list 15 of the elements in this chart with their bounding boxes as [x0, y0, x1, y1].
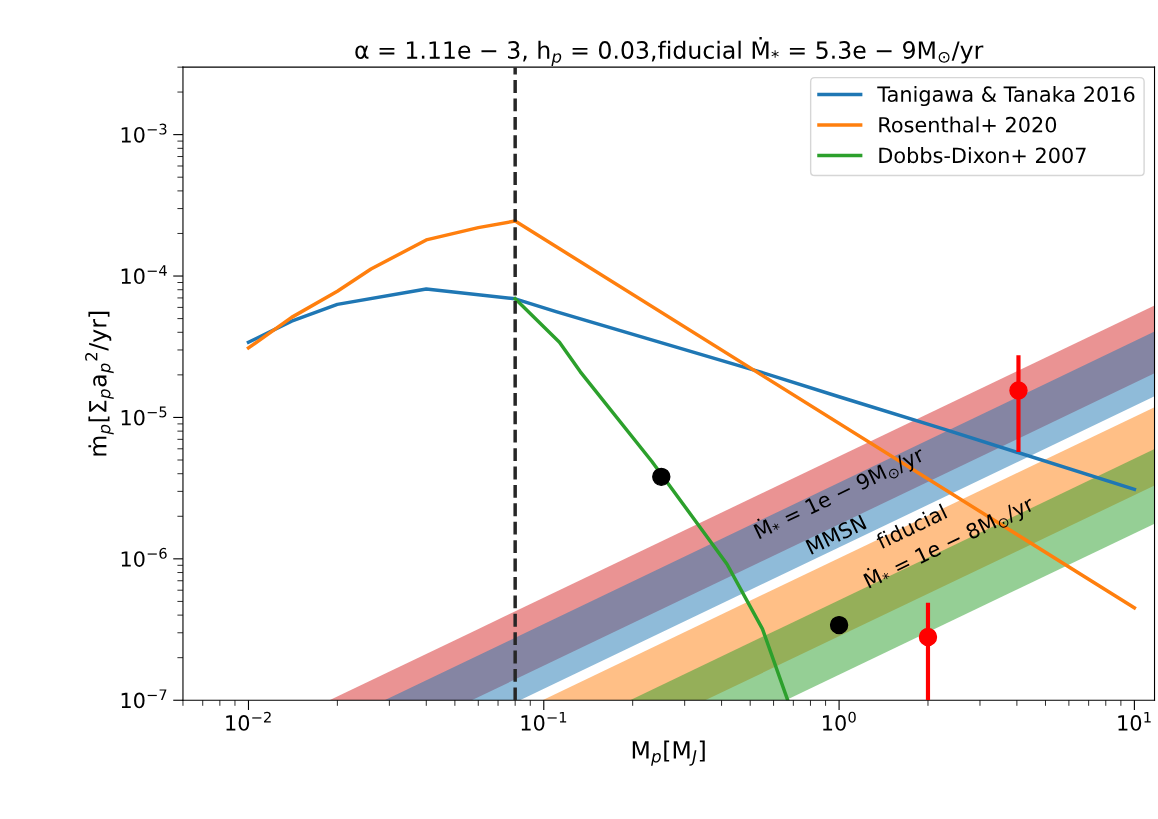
legend-label: Rosenthal+ 2020 [879, 116, 1057, 133]
x-tick-label: 10$^{−1}$ [521, 711, 567, 731]
x-axis-title: M$_{p}$[M$_{J}$] [632, 740, 705, 766]
x-tick-label: 10$^{0}$ [823, 711, 856, 731]
y-tick-label: 10$^{−4}$ [121, 265, 167, 285]
legend-label: Dobbs-Dixon+ 2007 [879, 147, 1086, 164]
y-tick-label: 10$^{−3}$ [121, 123, 167, 143]
y-tick-label: 10$^{−5}$ [121, 406, 167, 426]
legend-label: Tanigawa & Tanaka 2016 [877, 85, 1135, 107]
y-tick-label: 10$^{−7}$ [121, 689, 167, 709]
y-tick-label: 10$^{−6}$ [121, 547, 167, 567]
x-tick-label: 10$^{1}$ [1118, 711, 1151, 731]
x-tick-label: 10$^{−2}$ [226, 711, 271, 731]
chart-title: α = 1.11e − 3, h$_{p}$ = 0.03,fiducial Ṁ$_{*}$ = 5.3e − 9M$_{⊙}$/yr [355, 37, 984, 66]
y-axis-title: ṁ$_{p}$[Σ$_{p}$a$_{p}$$^{2}$/yr] [85, 311, 114, 456]
